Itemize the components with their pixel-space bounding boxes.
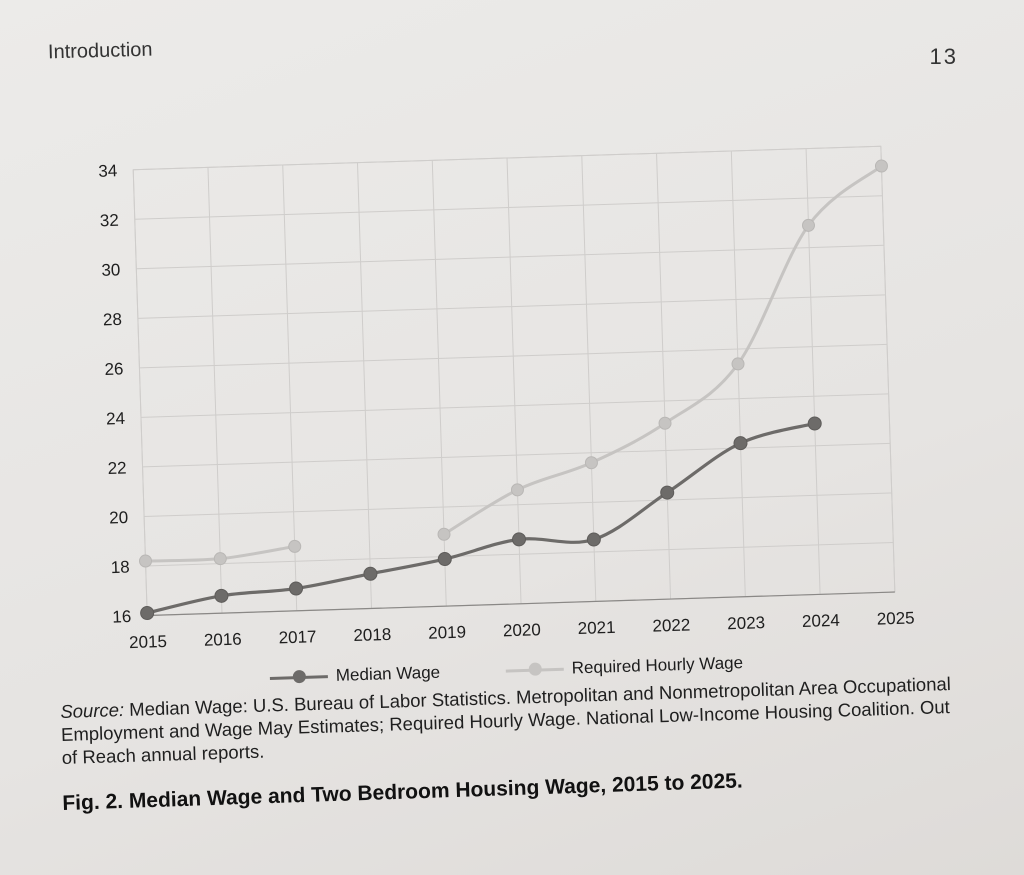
data-point-median bbox=[512, 532, 527, 547]
source-label: Source: bbox=[60, 698, 125, 722]
gridline-x bbox=[880, 146, 896, 593]
gridline-x bbox=[581, 155, 597, 602]
y-tick-label: 28 bbox=[103, 310, 123, 330]
page-number: 13 bbox=[929, 44, 958, 69]
legend-label-median: Median Wage bbox=[335, 662, 441, 685]
x-axis bbox=[147, 591, 895, 617]
x-tick-label: 2017 bbox=[278, 627, 316, 647]
data-point-required bbox=[874, 159, 888, 173]
data-point-required bbox=[288, 539, 302, 553]
data-point-required bbox=[213, 552, 227, 566]
legend-item-required: Required Hourly Wage bbox=[505, 653, 743, 680]
data-point-required bbox=[801, 218, 815, 232]
x-tick-label: 2025 bbox=[876, 608, 914, 628]
data-point-median bbox=[586, 532, 601, 547]
gridline-x bbox=[207, 167, 223, 614]
gridline-x bbox=[282, 165, 298, 611]
legend-item-median: Median Wage bbox=[269, 662, 441, 688]
y-tick-label: 16 bbox=[112, 607, 132, 627]
data-point-median bbox=[289, 581, 304, 596]
x-tick-label: 2024 bbox=[802, 611, 840, 631]
y-tick-label: 18 bbox=[110, 557, 130, 577]
x-tick-label: 2020 bbox=[503, 620, 541, 640]
data-point-median bbox=[214, 588, 229, 603]
y-tick-label: 30 bbox=[101, 260, 121, 280]
data-point-required bbox=[437, 527, 451, 541]
data-point-required bbox=[510, 483, 524, 497]
gridline-x bbox=[132, 169, 148, 616]
legend-label-required: Required Hourly Wage bbox=[571, 653, 744, 678]
series-line-median bbox=[145, 421, 817, 615]
y-tick-label: 22 bbox=[107, 458, 127, 478]
data-point-median bbox=[733, 436, 748, 451]
legend-swatch-required bbox=[505, 662, 564, 678]
gridline-x bbox=[356, 162, 373, 609]
data-point-median bbox=[660, 485, 675, 500]
y-tick-label: 32 bbox=[100, 211, 120, 231]
data-point-required bbox=[139, 554, 153, 568]
gridline-x bbox=[506, 157, 522, 604]
x-tick-label: 2018 bbox=[353, 625, 391, 645]
source-text: Median Wage: U.S. Bureau of Labor Statis… bbox=[60, 673, 952, 768]
data-point-required bbox=[658, 416, 672, 430]
data-point-required bbox=[584, 456, 598, 470]
gridline-x bbox=[730, 150, 746, 597]
data-point-required bbox=[731, 357, 745, 371]
source-note: Source: Median Wage: U.S. Bureau of Labo… bbox=[60, 672, 962, 769]
y-tick-label: 20 bbox=[109, 508, 129, 528]
x-tick-label: 2016 bbox=[204, 630, 242, 650]
data-point-median bbox=[807, 416, 822, 431]
y-tick-label: 24 bbox=[106, 409, 126, 429]
x-tick-label: 2022 bbox=[652, 615, 690, 635]
x-tick-label: 2023 bbox=[727, 613, 765, 633]
x-tick-label: 2015 bbox=[129, 632, 167, 652]
y-tick-label: 26 bbox=[104, 359, 124, 379]
x-tick-label: 2021 bbox=[577, 618, 615, 638]
data-point-median bbox=[363, 566, 378, 581]
gridline-x bbox=[656, 153, 672, 600]
x-tick-label: 2019 bbox=[428, 623, 466, 643]
data-point-median bbox=[140, 606, 155, 621]
figure-caption: Fig. 2. Median Wage and Two Bedroom Hous… bbox=[62, 769, 744, 815]
legend-swatch-median bbox=[269, 669, 328, 685]
y-tick-label: 34 bbox=[98, 161, 118, 181]
data-point-median bbox=[437, 552, 452, 567]
